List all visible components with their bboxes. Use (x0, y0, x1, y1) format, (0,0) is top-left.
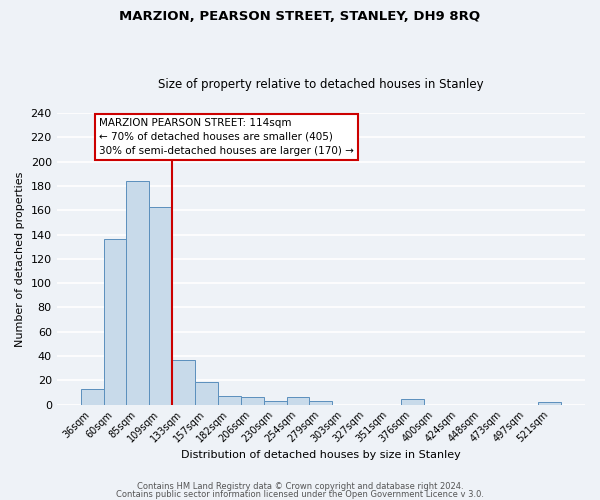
Bar (218, 396, 241, 404)
Bar (127, 181, 149, 404)
Text: MARZION, PEARSON STREET, STANLEY, DH9 8RQ: MARZION, PEARSON STREET, STANLEY, DH9 8R… (119, 10, 481, 23)
Bar (80, 389, 104, 404)
Bar (241, 398, 263, 404)
Bar (263, 401, 287, 404)
Bar (401, 398, 424, 404)
Text: Contains HM Land Registry data © Crown copyright and database right 2024.: Contains HM Land Registry data © Crown c… (137, 482, 463, 491)
Bar (104, 240, 127, 404)
Y-axis label: Number of detached properties: Number of detached properties (15, 171, 25, 346)
Text: MARZION PEARSON STREET: 114sqm
← 70% of detached houses are smaller (405)
30% of: MARZION PEARSON STREET: 114sqm ← 70% of … (99, 118, 354, 156)
Text: Contains public sector information licensed under the Open Government Licence v : Contains public sector information licen… (116, 490, 484, 499)
Bar (172, 360, 195, 405)
Bar (538, 402, 561, 404)
Title: Size of property relative to detached houses in Stanley: Size of property relative to detached ho… (158, 78, 484, 91)
Bar (195, 382, 218, 404)
Bar (287, 398, 310, 404)
Bar (310, 401, 332, 404)
Bar (149, 206, 172, 404)
X-axis label: Distribution of detached houses by size in Stanley: Distribution of detached houses by size … (181, 450, 461, 460)
